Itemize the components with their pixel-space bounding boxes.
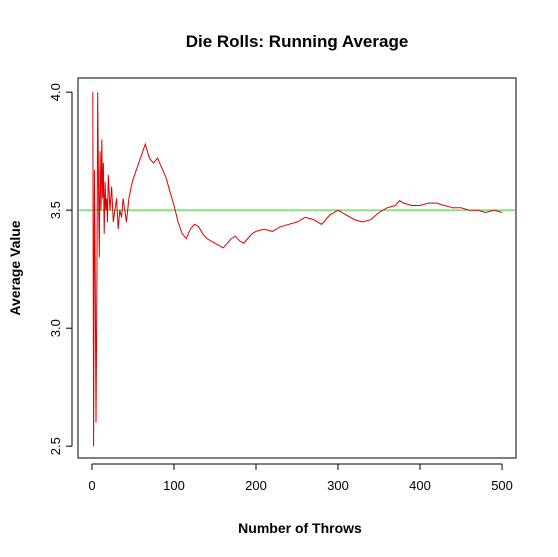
x-axis: 0 100 200 300 400 500 — [88, 463, 513, 493]
x-tick-label: 100 — [163, 478, 185, 493]
y-tick-label: 3.0 — [48, 319, 63, 337]
x-tick-label: 400 — [409, 478, 431, 493]
x-tick-label: 200 — [245, 478, 267, 493]
y-tick-label: 2.5 — [48, 437, 63, 455]
x-axis-title: Number of Throws — [238, 520, 362, 536]
x-tick-label: 500 — [491, 478, 513, 493]
x-tick-label: 0 — [88, 478, 95, 493]
y-axis-title: Average Value — [7, 220, 23, 315]
y-axis: 2.5 3.0 3.5 4.0 — [48, 83, 73, 455]
x-tick-label: 300 — [327, 478, 349, 493]
plot-frame — [77, 77, 517, 459]
running-average-line — [92, 92, 503, 447]
y-tick-label: 3.5 — [48, 201, 63, 219]
chart-title: Die Rolls: Running Average — [186, 32, 409, 51]
y-tick-label: 4.0 — [48, 83, 63, 101]
